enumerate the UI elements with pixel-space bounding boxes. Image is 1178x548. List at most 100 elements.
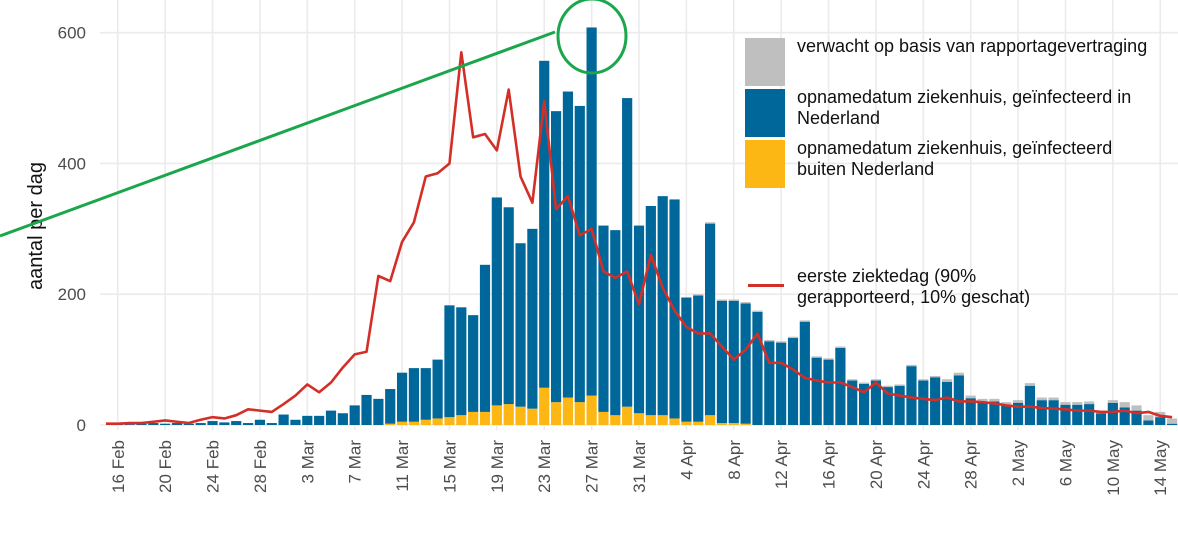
bar-segment [941, 379, 953, 382]
x-tick-label: 28 Apr [962, 440, 981, 489]
x-tick-label: 6 May [1056, 440, 1075, 487]
annotation-circle [556, 0, 628, 75]
bar-segment [787, 338, 799, 425]
bar-segment [562, 91, 574, 398]
bar-segment [550, 111, 562, 403]
x-tick-label: 20 Apr [867, 440, 886, 489]
bar-segment [491, 405, 502, 425]
bar-segment [515, 243, 526, 407]
bar-segment [728, 423, 739, 425]
bar-segment [633, 225, 645, 414]
bar-segment [740, 302, 751, 304]
x-tick-label: 27 Mar [583, 440, 602, 493]
bar-segment [586, 395, 597, 425]
bar-segment [479, 411, 491, 425]
bar-segment [693, 421, 704, 425]
bar-segment [266, 423, 277, 425]
bar-segment [598, 225, 609, 412]
bar-segment [669, 418, 680, 425]
bar-segment [953, 372, 964, 376]
bar-segment [1107, 400, 1118, 403]
bar-segment [1001, 402, 1012, 405]
bar-segment [1012, 402, 1024, 425]
bar-segment [610, 230, 621, 416]
bar-segment [764, 340, 775, 342]
bar-segment [1048, 400, 1059, 425]
bar-segment [681, 421, 692, 425]
bar-segment [823, 358, 834, 360]
bar-segment [539, 60, 550, 388]
x-tick-label: 2 May [1009, 440, 1028, 487]
x-tick-label: 19 Mar [488, 440, 507, 493]
bar-segment [136, 423, 147, 425]
bar-segment [610, 415, 621, 425]
bar-segment [787, 336, 799, 339]
y-tick-label: 200 [58, 285, 86, 304]
bar-segment [882, 385, 893, 388]
bar-segment [1048, 397, 1059, 401]
bar-segment [1131, 405, 1142, 411]
bar-segment [491, 197, 502, 406]
annotation-line [0, 30, 556, 238]
bar-segment [385, 423, 396, 425]
bar-segment [858, 383, 870, 425]
bar-segment [148, 423, 159, 425]
bar-segment [870, 380, 882, 425]
bar-segment [420, 419, 431, 425]
x-tick-label: 16 Feb [109, 440, 128, 493]
bar-segment [1119, 407, 1130, 425]
bar-segment [1166, 418, 1178, 424]
bar-segment [752, 310, 763, 312]
bar-segment [1024, 383, 1036, 386]
bar-segment [456, 415, 467, 425]
bar-segment [906, 366, 917, 425]
bar-segment [704, 415, 716, 425]
bar-segment [503, 404, 514, 425]
bars [112, 27, 1178, 425]
bar-segment [776, 341, 787, 343]
bar-segment [704, 222, 716, 224]
bar-segment [385, 389, 396, 424]
bar-segment [622, 98, 633, 407]
bar-segment [1072, 402, 1083, 405]
bar-segment [219, 422, 230, 425]
bar-segment [195, 423, 206, 425]
bar-segment [468, 411, 479, 425]
bar-segment [858, 382, 870, 384]
x-tick-label: 14 May [1151, 440, 1170, 496]
bar-segment [657, 415, 668, 425]
bar-segment [622, 406, 633, 425]
line-series [105, 51, 1173, 425]
bar-segment [479, 264, 491, 412]
bar-segment [456, 307, 467, 416]
bar-segment [124, 424, 135, 425]
bar-segment [373, 398, 384, 425]
y-tick-label: 600 [58, 24, 86, 43]
bar-segment [171, 423, 183, 425]
legend-label: opnamedatum ziekenhuis, geïnfecteerd bui… [797, 138, 1113, 179]
bar-segment [941, 381, 953, 425]
bar-segment [1072, 404, 1083, 425]
bar-segment [1060, 402, 1071, 405]
bar-segment [598, 411, 609, 425]
bar-segment [918, 379, 929, 381]
bar-segment [894, 384, 905, 386]
bar-segment [693, 295, 704, 422]
bar-segment [1001, 404, 1012, 425]
bar-segment [254, 419, 266, 425]
bar-segment [515, 406, 526, 425]
bar-segment [811, 357, 822, 425]
bar-segment [716, 423, 728, 425]
bar-segment [408, 421, 420, 425]
labels: 0 200 400 600 16 Feb 20 Feb 24 Feb 28 Feb 3 Mar 7… [58, 24, 1171, 496]
y-axis-title: aantal per dag [25, 162, 47, 290]
bar-segment [1155, 417, 1166, 425]
bar-segment [870, 379, 882, 381]
bar-segment [728, 299, 739, 301]
bar-segment [752, 311, 763, 425]
bar-segment [1166, 423, 1178, 425]
bar-segment [586, 27, 597, 396]
x-tick-label: 12 Apr [772, 440, 791, 489]
bar-segment [977, 401, 988, 425]
bar-segment [847, 380, 858, 425]
